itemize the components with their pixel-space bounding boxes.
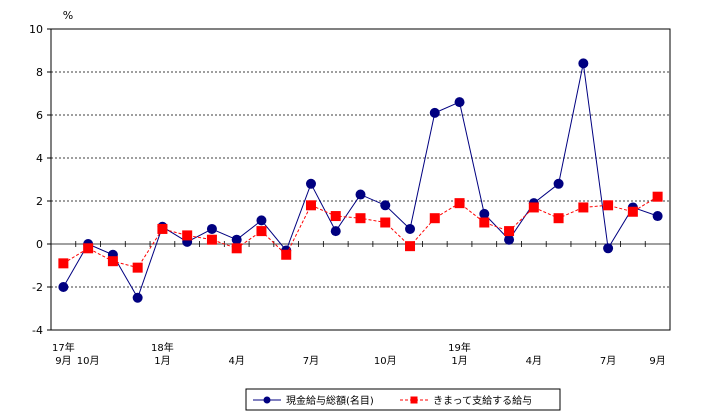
- data-point: [578, 202, 589, 213]
- y-tick-label: 2: [36, 195, 43, 208]
- plot-area: [50, 28, 671, 331]
- y-tick-label: 0: [36, 238, 43, 251]
- y-tick-label: 6: [36, 109, 43, 122]
- x-tick-label: 9月: [55, 355, 71, 367]
- y-tick-label: 8: [36, 66, 43, 79]
- data-point: [256, 226, 267, 237]
- gridlines: [51, 71, 670, 288]
- data-point: [454, 198, 465, 209]
- y-tick-label: 10: [29, 23, 43, 36]
- y-tick-label: -4: [32, 324, 43, 337]
- legend-label: きまって支給する給与: [433, 394, 532, 407]
- data-point: [157, 223, 168, 234]
- data-point: [454, 97, 465, 108]
- x-tick-label: 19年: [448, 341, 471, 354]
- data-point: [107, 256, 118, 267]
- data-point: [652, 191, 663, 202]
- legend-marker: [263, 396, 271, 404]
- data-point: [182, 230, 193, 241]
- data-point: [132, 262, 143, 273]
- data-point: [528, 202, 539, 213]
- data-point: [504, 226, 515, 237]
- data-point: [206, 234, 217, 245]
- data-point: [330, 211, 341, 222]
- data-point: [231, 234, 242, 245]
- data-point: [305, 200, 316, 211]
- data-point: [627, 206, 638, 217]
- legend-marker: [410, 396, 418, 404]
- data-point: [429, 213, 440, 224]
- data-point: [429, 107, 440, 118]
- x-tick-label: 1月: [154, 355, 170, 367]
- data-point: [58, 282, 69, 292]
- data-point: [132, 292, 143, 303]
- legend: 現金給与総額(名目) きまって支給する給与: [245, 388, 561, 411]
- x-tick-label: 17年: [52, 341, 75, 354]
- data-point: [578, 58, 589, 69]
- data-point: [405, 241, 416, 252]
- x-tick-label: 1月: [451, 355, 467, 367]
- legend-label: 現金給与総額(名目): [286, 394, 374, 407]
- data-point: [603, 243, 614, 254]
- data-point: [479, 217, 490, 228]
- y-tick-label: 4: [36, 152, 43, 165]
- x-tick-label: 10月: [374, 355, 397, 367]
- x-tick-label: 7月: [600, 355, 616, 367]
- unit-label: %: [63, 9, 73, 22]
- data-point: [355, 189, 366, 200]
- y-tick-label: -2: [32, 281, 43, 294]
- data-point: [553, 178, 564, 189]
- data-point: [83, 243, 94, 254]
- data-point: [355, 213, 366, 224]
- x-tick-label: 7月: [303, 355, 319, 367]
- data-point: [231, 243, 242, 254]
- data-point: [58, 258, 69, 269]
- data-point: [652, 211, 663, 222]
- x-tick-label: 10月: [77, 355, 100, 367]
- y-axis: -4 -2 0 2 4 6 8 10: [29, 23, 51, 337]
- data-point: [330, 226, 341, 237]
- x-tick-label: 4月: [229, 355, 245, 367]
- data-point: [479, 208, 490, 219]
- data-point: [380, 200, 391, 211]
- data-point: [553, 213, 564, 224]
- x-tick-label: 18年: [151, 341, 174, 354]
- x-tick-label: 9月: [649, 355, 665, 367]
- data-point: [405, 223, 416, 234]
- series-1: [58, 191, 663, 273]
- data-point: [281, 249, 292, 260]
- data-point: [305, 178, 316, 189]
- data-point: [504, 234, 515, 245]
- data-point: [256, 215, 267, 226]
- data-point: [603, 200, 614, 211]
- series-layer: [58, 58, 663, 303]
- data-point: [206, 223, 217, 234]
- data-point: [380, 217, 391, 228]
- x-tick-label: 4月: [526, 355, 542, 367]
